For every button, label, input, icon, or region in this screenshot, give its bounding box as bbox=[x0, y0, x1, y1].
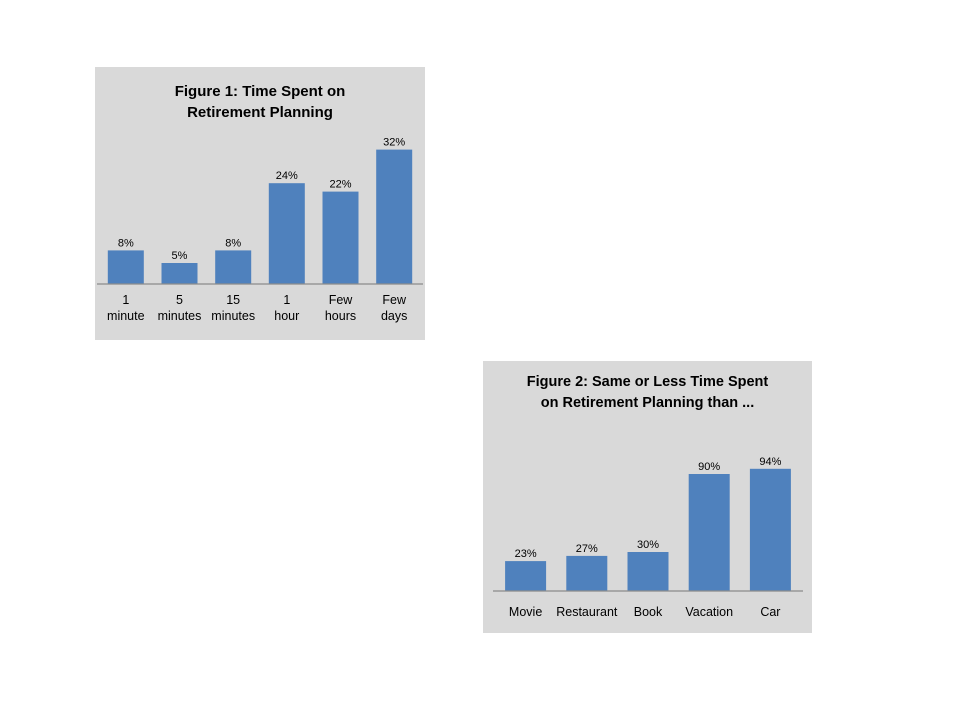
tick-label-line: Few bbox=[382, 293, 407, 307]
tick-label-line: 15 bbox=[226, 293, 240, 307]
data-label-2: 8% bbox=[225, 237, 241, 249]
chart-title-line-2: on Retirement Planning than ... bbox=[540, 395, 755, 411]
tick-label-2: 15 minutes bbox=[211, 293, 255, 323]
bar-3 bbox=[268, 183, 305, 284]
tick-label-line: days bbox=[381, 309, 407, 323]
tick-label-line: minutes bbox=[158, 309, 202, 323]
tick-label-line: 1 bbox=[283, 293, 290, 307]
tick-label-1: 5 minutes bbox=[158, 293, 202, 323]
data-label-2: 30% bbox=[637, 539, 659, 551]
chart-title-line-1: Figure 1: Time Spent on bbox=[174, 83, 346, 100]
chart-plot-area: 8% 1 minute 5% 5 minutes 8% 15 minutes 24% 1 hour 22… bbox=[97, 137, 423, 323]
chart-title: Figure 2: Same or Less Time Spent on Ret… bbox=[483, 372, 812, 414]
tick-label-5: Few days bbox=[381, 293, 407, 323]
bar-2 bbox=[627, 552, 669, 591]
bar-4 bbox=[749, 468, 791, 591]
tick-label-0: 1 minute bbox=[107, 293, 145, 323]
bar-5 bbox=[376, 149, 413, 284]
data-label-4: 22% bbox=[329, 179, 351, 191]
tick-label-3: Vacation bbox=[685, 605, 733, 619]
data-label-4: 94% bbox=[759, 456, 781, 468]
tick-label-line: Few bbox=[329, 293, 354, 307]
tick-label-line: minute bbox=[107, 309, 145, 323]
chart-figure-1: Figure 1: Time Spent on Retirement Plann… bbox=[95, 67, 425, 340]
tick-label-line: hours bbox=[325, 309, 356, 323]
tick-label-2: Book bbox=[634, 605, 663, 619]
bar-1 bbox=[161, 263, 198, 284]
bar-3 bbox=[688, 474, 730, 591]
data-label-5: 32% bbox=[383, 137, 405, 149]
tick-label-line: Book bbox=[634, 605, 663, 619]
tick-label-line: 5 bbox=[176, 293, 183, 307]
tick-label-line: Vacation bbox=[685, 605, 733, 619]
tick-label-line: hour bbox=[274, 309, 299, 323]
chart-title-line-1: Figure 2: Same or Less Time Spent bbox=[526, 374, 769, 390]
bar-4 bbox=[322, 191, 359, 284]
data-label-0: 8% bbox=[118, 237, 134, 249]
tick-label-line: 1 bbox=[122, 293, 129, 307]
tick-label-line: Restaurant bbox=[556, 605, 618, 619]
chart-title: Figure 1: Time Spent on Retirement Plann… bbox=[95, 81, 425, 123]
tick-label-line: Movie bbox=[509, 605, 542, 619]
tick-label-3: 1 hour bbox=[274, 293, 299, 323]
chart-title-line-2: Retirement Planning bbox=[187, 104, 333, 121]
data-label-1: 5% bbox=[172, 250, 188, 262]
data-label-1: 27% bbox=[576, 543, 598, 555]
bar-0 bbox=[505, 561, 547, 591]
data-label-3: 90% bbox=[698, 461, 720, 473]
tick-label-4: Car bbox=[760, 605, 780, 619]
tick-label-4: Few hours bbox=[325, 293, 356, 323]
tick-label-line: minutes bbox=[211, 309, 255, 323]
bar-1 bbox=[566, 555, 608, 591]
tick-label-line: Car bbox=[760, 605, 780, 619]
bar-2 bbox=[215, 250, 252, 284]
chart-figure-2: Figure 2: Same or Less Time Spent on Ret… bbox=[483, 361, 812, 633]
tick-label-1: Restaurant bbox=[556, 605, 618, 619]
data-label-0: 23% bbox=[515, 548, 537, 560]
tick-label-0: Movie bbox=[509, 605, 542, 619]
bar-0 bbox=[107, 250, 144, 284]
chart-plot-area: 23% Movie 27% Restaurant 30% Book 90% Vacation 9… bbox=[493, 456, 803, 619]
data-label-3: 24% bbox=[276, 170, 298, 182]
